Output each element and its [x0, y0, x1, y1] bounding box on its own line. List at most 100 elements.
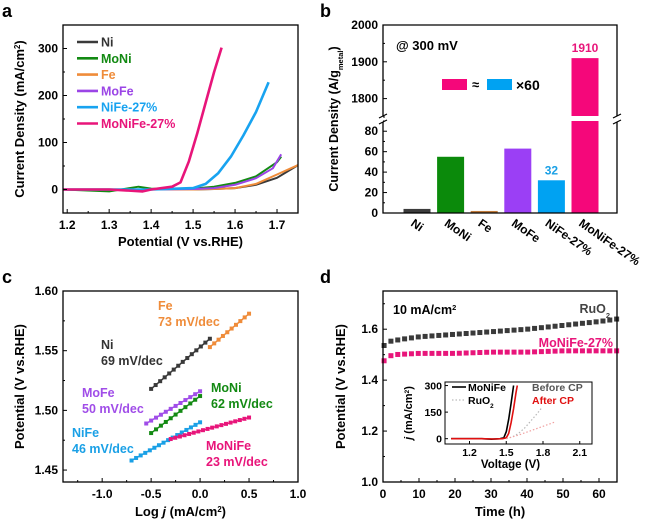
tafel-slope-label: 50 mV/dec — [82, 402, 144, 416]
inset-chart: 1.2 1.5 1.8 2.1 0 150 300 Voltage (V) j (mA/cm2)… — [403, 381, 593, 471]
data-point-ruo2 — [484, 329, 490, 335]
legend-label: NiFe-27% — [101, 101, 157, 115]
data-point-moni-fe-27 — [422, 350, 428, 356]
data-point-moni-fe-27 — [586, 348, 592, 354]
data-point-nife — [175, 433, 180, 438]
data-point-moni — [193, 397, 198, 402]
data-point-moni-fe-27 — [559, 348, 565, 354]
data-point-ruo2 — [436, 332, 442, 338]
data-point-fe — [216, 337, 221, 342]
data-point-moni-fe-27 — [573, 348, 579, 354]
x-category-label: MoNi — [442, 216, 474, 244]
data-point-moni-fe-27 — [566, 348, 572, 354]
inset-y-tick-label: 150 — [424, 407, 442, 419]
bar-monife-27--upper — [571, 58, 599, 116]
data-point-ruo2 — [388, 338, 394, 344]
data-point-ruo2 — [408, 335, 414, 341]
y-tick-label: 1.45 — [35, 463, 59, 477]
y-tick-label: 0 — [371, 206, 378, 220]
data-point-ruo2 — [518, 327, 524, 333]
y-tick-label: 1.60 — [35, 284, 59, 298]
inset-line-monife-after-cp — [451, 385, 519, 440]
data-point-nife — [143, 450, 148, 455]
series-name-label: MoNiFe — [206, 439, 251, 453]
y-tick-label: 100 — [38, 136, 58, 150]
legend-label: Ni — [101, 36, 114, 50]
annotation-swatch-right — [487, 79, 512, 90]
inset-legend-label: MoNiFe — [468, 382, 506, 394]
data-point-moni — [158, 423, 163, 428]
y-axis-label: Potential (V vs.RHE) — [12, 324, 27, 449]
data-point-moni-fe-27 — [552, 348, 558, 354]
panel-label-c: c — [2, 267, 12, 287]
data-point-ni — [194, 348, 199, 353]
series-name-label: Ni — [101, 338, 114, 352]
series-name-label: MoFe — [82, 386, 115, 400]
data-point-nife — [166, 438, 171, 443]
data-point-fe — [212, 341, 217, 346]
data-point-moni-fe-27 — [497, 349, 503, 355]
fit-line-monife — [170, 416, 250, 440]
data-point-ruo2 — [402, 336, 408, 342]
inset-x-axis-label: Voltage (V) — [481, 459, 540, 471]
annotation-multiplier: ×60 — [516, 77, 540, 93]
x-category-label: Ni — [408, 216, 426, 234]
data-point-ruo2 — [525, 326, 531, 332]
y-tick-label: 1.2 — [361, 424, 378, 438]
series-name-label: NiFe — [72, 426, 99, 440]
x-tick-label: 1.5 — [185, 218, 202, 232]
data-point-moni-fe-27 — [402, 351, 408, 357]
tafel-slope-label: 23 mV/dec — [206, 455, 268, 469]
inset-x-tick-label: 1.8 — [536, 447, 551, 459]
y-axis-label: Current Density (A/gmetal) — [327, 46, 345, 191]
legend-label: MoNi — [101, 52, 132, 66]
inset-y-axis-label: j (mA/cm2) — [403, 386, 415, 442]
data-point-nife — [188, 425, 193, 430]
data-point-moni-fe-27 — [436, 350, 442, 356]
data-point-nife — [134, 455, 139, 460]
plot-frame-d — [382, 290, 618, 483]
x-tick-label: 0.0 — [192, 487, 209, 501]
x-category-label: Fe — [475, 216, 495, 236]
y-tick-label: 1.6 — [361, 322, 378, 336]
data-point-nife — [156, 443, 161, 448]
x-tick-label: 0.5 — [241, 487, 258, 501]
inset-x-tick-label: 1.5 — [499, 447, 514, 459]
data-point-mofe — [154, 415, 159, 420]
data-point-monife — [210, 425, 215, 430]
data-point-monife — [219, 423, 224, 428]
y-tick-label: 2000 — [351, 18, 378, 32]
data-point-ruo2 — [538, 325, 544, 331]
x-tick-label: 1.4 — [143, 218, 160, 232]
data-point-moni-fe-27 — [463, 350, 469, 356]
series-line-fe — [63, 164, 299, 191]
data-point-monife — [168, 437, 173, 442]
inset-x-tick-label: 2.1 — [572, 447, 587, 459]
chart-title: @ 300 mV — [396, 38, 458, 53]
series-line-ni — [62, 164, 299, 191]
data-point-fe — [207, 345, 212, 350]
data-point-moni — [173, 412, 178, 417]
fit-line-fe — [209, 313, 250, 348]
data-point-moni-fe-27 — [607, 348, 613, 354]
panel-c-tafel-chart: -1.0 -0.5 0.0 0.5 1.0 1.45 1.50 1.55 1.60 Log j (… — [12, 284, 307, 519]
x-tick-label: 0 — [380, 487, 387, 501]
axis-break-mark — [612, 113, 622, 119]
y-tick-label: 200 — [38, 89, 58, 103]
data-point-monife — [200, 428, 205, 433]
bar-data-label: 32 — [545, 163, 559, 177]
tafel-slope-label: 69 mV/dec — [101, 354, 163, 368]
data-point-monife — [177, 434, 182, 439]
data-point-monife — [187, 431, 192, 436]
data-point-monife — [173, 435, 178, 440]
data-point-nife — [152, 445, 157, 450]
data-point-nife — [184, 427, 189, 432]
data-point-fe — [247, 311, 252, 316]
data-point-moni-fe-27 — [381, 358, 387, 364]
inset-condition-label: Before CP — [532, 382, 583, 394]
x-axis-label: Log j (mA/cm2) — [135, 504, 226, 519]
data-point-ruo2 — [395, 337, 401, 343]
series-line-monife-27- — [63, 47, 223, 193]
bar-data-label: 1910 — [572, 41, 599, 55]
data-point-ruo2 — [422, 333, 428, 339]
